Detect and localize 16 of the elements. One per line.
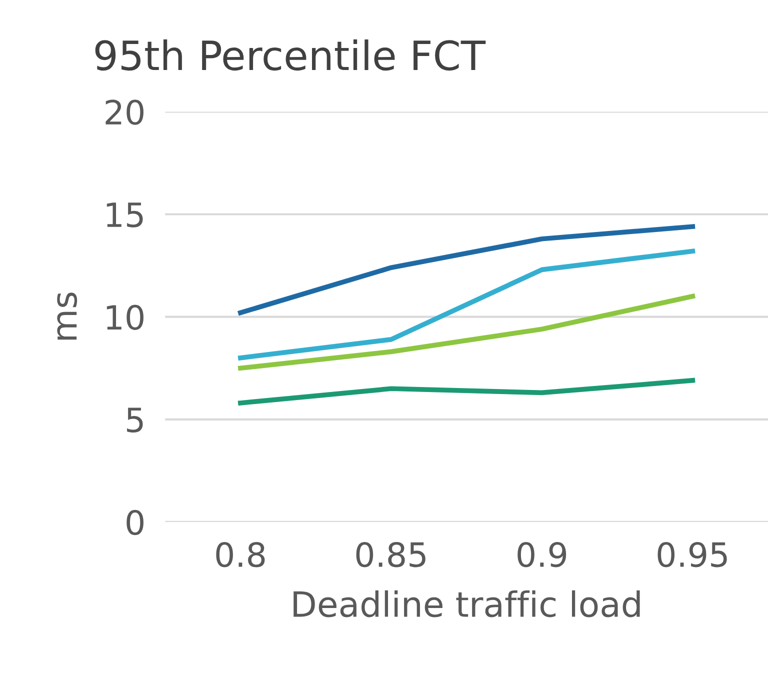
x-axis-title: Deadline traffic load (294, 590, 640, 618)
y-tick-label: 0 (126, 510, 144, 536)
y-tick-label: 10 (106, 304, 144, 330)
x-tick-label: 0.9 (518, 542, 566, 568)
line-series (238, 248, 696, 360)
y-axis-title: ms (57, 292, 78, 340)
line-series (238, 224, 696, 316)
x-tick-label: 0.8 (216, 542, 265, 568)
y-tick-label: 5 (127, 408, 143, 433)
line-series (238, 294, 696, 371)
y-tick-label: 15 (106, 202, 143, 228)
x-tick-label: 0.85 (356, 542, 426, 568)
line-series (238, 378, 696, 406)
x-tick-label: 0.95 (658, 542, 727, 568)
y-tick-label: 20 (106, 100, 144, 125)
chart-title: 95th Percentile FCT (95, 39, 486, 71)
